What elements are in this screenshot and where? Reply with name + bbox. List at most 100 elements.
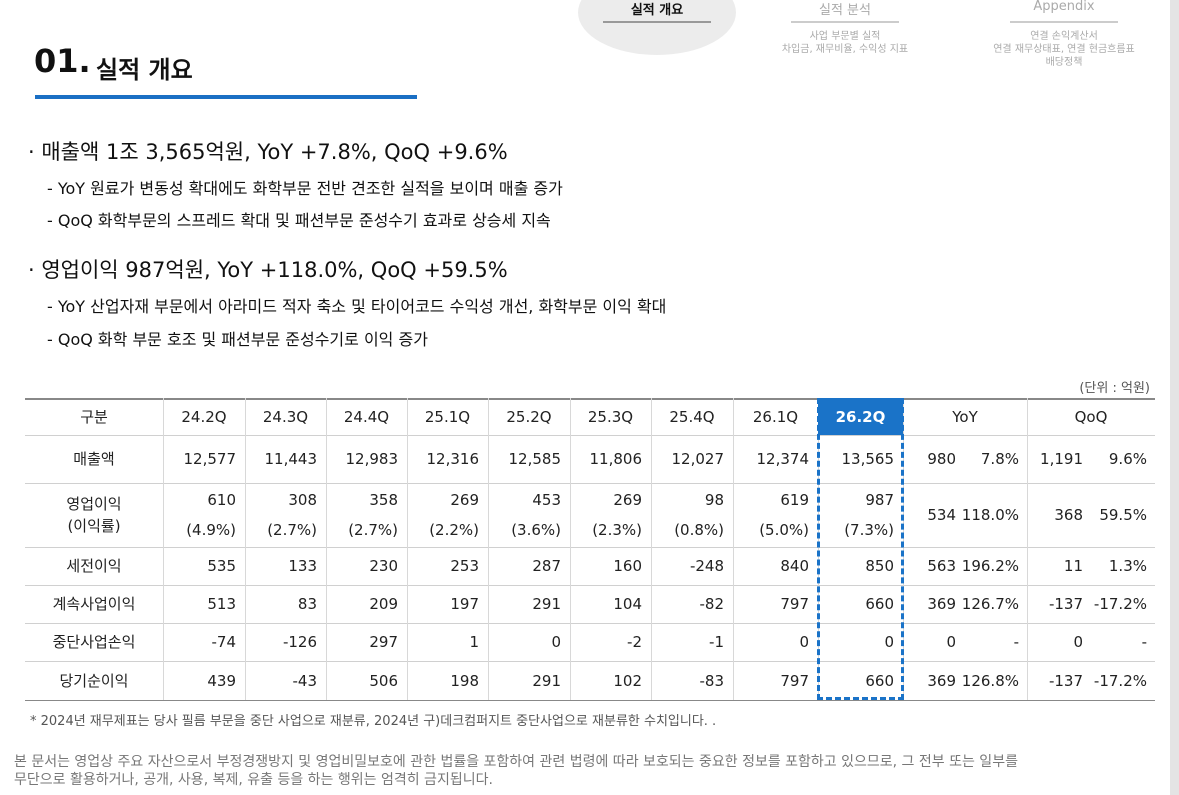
- cell-text: 209: [369, 595, 398, 613]
- cell-text: 291: [532, 595, 561, 613]
- cell-text: 253: [450, 557, 479, 575]
- table-cell: -: [1085, 623, 1155, 661]
- table-cell: 368: [1027, 483, 1085, 547]
- cell-text: 계속사업이익: [52, 595, 136, 613]
- cell-text: 12,983: [345, 450, 399, 468]
- cell-text: 1.3%: [1108, 557, 1147, 575]
- table-cell: 0: [1027, 623, 1085, 661]
- table-cell: 9.6%: [1085, 435, 1155, 483]
- cell-text: 126.7%: [961, 595, 1019, 613]
- cell-text: 12,577: [183, 450, 237, 468]
- table-cell: 구분: [25, 398, 163, 435]
- col-line: [407, 398, 408, 700]
- table-cell: 12,316: [407, 435, 488, 483]
- table-cell: 매출액: [25, 435, 163, 483]
- row-line: [25, 547, 1155, 548]
- nav-sub: 연결 재무상태표, 연결 현금흐름표: [993, 44, 1135, 55]
- table-cell: 25.1Q: [407, 398, 488, 435]
- row-line: [25, 483, 1155, 484]
- row-line: [25, 623, 1155, 624]
- table-cell: 660: [818, 661, 903, 700]
- cell-text: 358: [369, 491, 398, 509]
- table-cell: -83: [651, 661, 733, 700]
- cell-text: 25.3Q: [587, 407, 634, 426]
- disclaimer: 무단으로 활용하거나, 공개, 사용, 복제, 유출 등을 하는 행위는 엄격히…: [14, 772, 493, 788]
- cell-text: -126: [282, 633, 317, 651]
- cell-text: -: [1013, 633, 1019, 651]
- cell-text: 797: [780, 595, 809, 613]
- table-cell: -2: [570, 623, 651, 661]
- cell-text: 11,806: [589, 450, 643, 468]
- table-cell: 12,983: [326, 435, 407, 483]
- col-line: [570, 398, 571, 700]
- table-cell: -74: [163, 623, 245, 661]
- table-cell: 358 (2.7%): [326, 483, 407, 547]
- cell-text: 영업이익: [66, 495, 122, 513]
- cell-text: 453: [532, 491, 561, 509]
- table-cell: 102: [570, 661, 651, 700]
- cell-text: 287: [532, 557, 561, 575]
- cell-text: (2.7%): [267, 521, 317, 539]
- table-cell: 197: [407, 585, 488, 623]
- cell-text: (2.3%): [592, 521, 642, 539]
- table-cell: -126: [245, 623, 326, 661]
- cell-text: -83: [699, 671, 725, 690]
- table-cell: 198: [407, 661, 488, 700]
- table-cell: 797: [733, 585, 818, 623]
- row-line: [25, 585, 1155, 586]
- table-cell: 619 (5.0%): [733, 483, 818, 547]
- table-cell: 660: [818, 585, 903, 623]
- table-cell: -: [958, 623, 1027, 661]
- side-strip: [1170, 0, 1179, 795]
- table-cell: 0: [488, 623, 570, 661]
- cell-text: 59.5%: [1099, 506, 1147, 524]
- cell-text: 160: [613, 557, 642, 575]
- table-cell: 26.2Q: [818, 398, 903, 435]
- cell-text: 269: [613, 491, 642, 509]
- table-cell: 369: [903, 585, 958, 623]
- cell-text: 369: [927, 595, 956, 613]
- table-cell: 계속사업이익: [25, 585, 163, 623]
- table-cell: 297: [326, 623, 407, 661]
- cell-text: 25.1Q: [424, 407, 471, 426]
- nav-sub: 사업 부문별 실적: [809, 31, 881, 42]
- cell-text: 840: [780, 557, 809, 575]
- cell-text: -17.2%: [1093, 595, 1147, 613]
- cell-text: 102: [613, 671, 642, 690]
- table-cell: 1: [407, 623, 488, 661]
- cell-text: -137: [1048, 595, 1083, 613]
- cell-text: 중단사업손익: [52, 633, 136, 651]
- cell-text: 25.4Q: [669, 407, 715, 426]
- col-line: [733, 398, 734, 700]
- title-underline: [35, 95, 417, 99]
- cell-text: 25.2Q: [506, 407, 552, 426]
- cell-text: (이익률): [67, 517, 121, 535]
- nav-sub: 차입금, 재무비율, 수익성 지표: [781, 44, 909, 55]
- table-cell: -137: [1027, 661, 1085, 700]
- cell-text: -43: [292, 671, 318, 690]
- cell-text: -137: [1048, 671, 1083, 690]
- table-cell: 308 (2.7%): [245, 483, 326, 547]
- cell-text: 98: [704, 491, 724, 509]
- table-cell: -17.2%: [1085, 661, 1155, 700]
- cell-text: -82: [699, 595, 725, 613]
- highlight-box: [817, 398, 904, 700]
- nav-tab: Appendix: [1033, 0, 1095, 14]
- cell-text: QoQ: [1074, 407, 1108, 426]
- cell-text: 당기순이익: [59, 671, 129, 690]
- table-cell: 797: [733, 661, 818, 700]
- cell-text: -2: [627, 633, 642, 651]
- cell-text: -1: [709, 633, 724, 651]
- cell-text: (4.9%): [186, 521, 236, 539]
- cell-text: 1,191: [1040, 450, 1083, 468]
- headline: · 영업이익 987억원, YoY +118.0%, QoQ +59.5%: [28, 258, 508, 282]
- section-title: 실적 개요: [96, 56, 193, 84]
- table-cell: 11: [1027, 547, 1085, 585]
- cell-text: 291: [532, 671, 561, 690]
- cell-text: 797: [780, 671, 809, 690]
- cell-text: 660: [865, 595, 894, 613]
- table-cell: 126.8%: [958, 661, 1027, 700]
- table-cell: 59.5%: [1085, 483, 1155, 547]
- table-cell: 세전이익: [25, 547, 163, 585]
- headline: · 매출액 1조 3,565억원, YoY +7.8%, QoQ +9.6%: [28, 140, 508, 164]
